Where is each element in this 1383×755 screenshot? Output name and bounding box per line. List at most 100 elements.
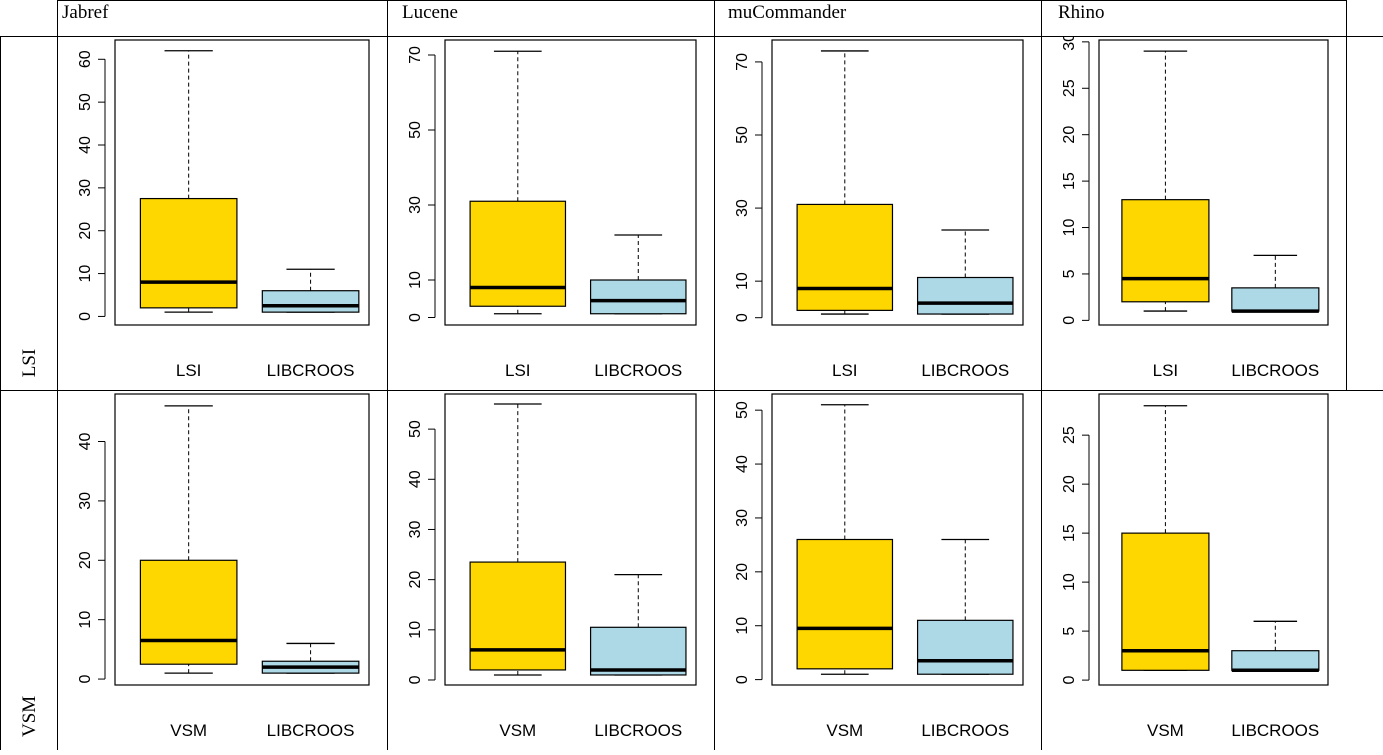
chart-rhino-vsm: 0 5 10 15 20 25 VSM LIBCROOS	[1042, 391, 1346, 750]
y-tick-label: 15	[1061, 172, 1078, 190]
x-category-label: LIBCROOS	[1231, 721, 1319, 740]
y-tick-label: 0	[1061, 676, 1078, 685]
y-tick-label: 5	[1061, 627, 1078, 636]
y-tick-label: 0	[77, 675, 94, 684]
y-tick-label: 30	[1061, 37, 1078, 51]
box-libcroos	[1232, 288, 1319, 311]
y-tick-label: 20	[734, 563, 751, 581]
y-tick-label: 40	[407, 470, 424, 488]
x-category-label: LSI	[505, 361, 531, 380]
y-tick-label: 0	[407, 313, 424, 322]
y-tick-label: 50	[407, 121, 424, 139]
column-header-lucene: Lucene	[402, 2, 458, 24]
y-tick-label: 25	[1061, 79, 1078, 97]
y-tick-label: 10	[734, 272, 751, 290]
chart-jabref-vsm: 0 10 20 30 40 VSM LIBCROOS	[58, 391, 387, 750]
chart-mucommander-vsm: 0 10 20 30 40 50 VSM LIBCROOS	[715, 391, 1041, 750]
y-tick-label: 40	[734, 455, 751, 473]
y-tick-label: 30	[407, 196, 424, 214]
y-tick-label: 10	[77, 265, 94, 283]
x-category-label: VSM	[826, 721, 863, 740]
boxplot-svg: 0 10 20 30 40 50 VSM LIBCROOS	[715, 391, 1041, 750]
y-tick-label: 20	[1061, 475, 1078, 493]
x-category-label: LSI	[832, 361, 858, 380]
box-vsm	[797, 540, 892, 669]
y-tick-label: 10	[734, 617, 751, 635]
boxplot-svg: 0 10 20 30 40 50 VSM LIBCROOS	[388, 391, 714, 750]
y-tick-label: 30	[77, 492, 94, 510]
y-tick-label: 20	[1061, 126, 1078, 144]
y-tick-label: 20	[407, 571, 424, 589]
y-tick-label: 10	[407, 621, 424, 639]
x-category-label: VSM	[1147, 721, 1184, 740]
y-tick-label: 0	[734, 675, 751, 684]
y-tick-label: 20	[77, 222, 94, 240]
y-tick-label: 25	[1061, 426, 1078, 444]
boxplot-svg: 0 10 30 50 70 LSI LIBCROOS	[715, 37, 1041, 390]
x-category-label: LIBCROOS	[921, 361, 1009, 380]
y-tick-label: 30	[734, 199, 751, 217]
box-libcroos	[591, 280, 686, 314]
y-tick-label: 0	[1061, 316, 1078, 325]
box-lsi	[140, 199, 237, 308]
y-tick-label: 50	[734, 126, 751, 144]
box-lsi	[1122, 200, 1209, 302]
chart-lucene-lsi: 0 10 30 50 70 LSI LIBCROOS	[388, 37, 714, 390]
boxplot-svg: 0 10 20 30 40 VSM LIBCROOS	[58, 391, 387, 750]
boxplot-svg: 0 5 10 15 20 25 VSM LIBCROOS	[1042, 391, 1346, 750]
y-tick-label: 30	[77, 179, 94, 197]
y-tick-label: 10	[1061, 573, 1078, 591]
x-category-label: VSM	[499, 721, 536, 740]
box-libcroos	[918, 278, 1013, 315]
boxplot-svg: 0 5 10 15 20 25 30 LSI LIBCROOS	[1042, 37, 1346, 390]
x-category-label: LSI	[1153, 361, 1179, 380]
y-tick-label: 10	[77, 611, 94, 629]
y-tick-label: 70	[407, 46, 424, 64]
box-vsm	[470, 562, 565, 670]
chart-mucommander-lsi: 0 10 30 50 70 LSI LIBCROOS	[715, 37, 1041, 390]
x-category-label: LIBCROOS	[267, 721, 355, 740]
y-tick-label: 10	[407, 271, 424, 289]
x-category-label: LIBCROOS	[594, 721, 682, 740]
x-category-label: LIBCROOS	[267, 361, 355, 380]
boxplot-svg: 0 10 20 30 40 50 60 LSI LIBCROOS	[58, 37, 387, 390]
y-tick-label: 40	[77, 433, 94, 451]
chart-lucene-vsm: 0 10 20 30 40 50 VSM LIBCROOS	[388, 391, 714, 750]
y-tick-label: 60	[77, 50, 94, 68]
y-tick-label: 15	[1061, 524, 1078, 542]
box-libcroos	[918, 620, 1013, 674]
y-tick-label: 30	[734, 509, 751, 527]
x-category-label: LIBCROOS	[921, 721, 1009, 740]
boxplot-svg: 0 10 30 50 70 LSI LIBCROOS	[388, 37, 714, 390]
box-libcroos	[262, 291, 359, 312]
y-tick-label: 20	[77, 551, 94, 569]
table-left-rule	[0, 36, 1, 750]
y-tick-label: 10	[1061, 219, 1078, 237]
row-header-lsi: LSI	[19, 343, 41, 383]
column-header-mucommander: muCommander	[728, 2, 846, 24]
box-lsi	[470, 201, 565, 306]
box-lsi	[797, 204, 892, 310]
x-category-label: LIBCROOS	[594, 361, 682, 380]
y-tick-label: 40	[77, 136, 94, 154]
column-header-jabref: Jabref	[62, 2, 108, 24]
column-header-rhino: Rhino	[1058, 2, 1104, 24]
row-header-vsm: VSM	[19, 697, 41, 737]
y-tick-label: 0	[77, 312, 94, 321]
y-tick-label: 5	[1061, 269, 1078, 278]
y-tick-label: 0	[407, 675, 424, 684]
chart-rhino-lsi: 0 5 10 15 20 25 30 LSI LIBCROOS	[1042, 37, 1346, 390]
table-top-rule	[57, 0, 1347, 1]
box-libcroos	[591, 627, 686, 675]
y-tick-label: 50	[77, 93, 94, 111]
y-tick-label: 50	[734, 401, 751, 419]
y-tick-label: 70	[734, 53, 751, 71]
x-category-label: LIBCROOS	[1231, 361, 1319, 380]
box-libcroos	[1232, 651, 1319, 671]
y-tick-label: 50	[407, 420, 424, 438]
chart-jabref-lsi: 0 10 20 30 40 50 60 LSI LIBCROOS	[58, 37, 387, 390]
y-tick-label: 30	[407, 520, 424, 538]
x-category-label: LSI	[176, 361, 202, 380]
y-tick-label: 0	[734, 313, 751, 322]
